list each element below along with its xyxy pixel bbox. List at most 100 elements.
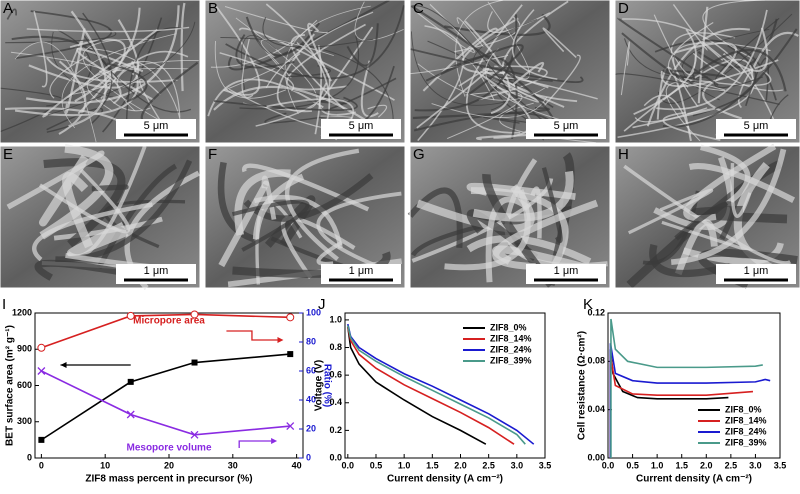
fiber	[662, 69, 726, 82]
fiber	[314, 45, 323, 135]
legend-label: ZIF8_0%	[490, 322, 527, 332]
x-tick-label: 0.5	[626, 460, 639, 470]
series-line	[609, 343, 771, 458]
panel-clip	[0, 0, 201, 144]
fiber	[39, 144, 114, 240]
fiber	[633, 28, 697, 115]
y-tick-label: 0.8	[329, 342, 342, 352]
fiber	[410, 48, 584, 84]
fiber	[6, 150, 105, 210]
sem-image: 5 μm C	[409, 0, 611, 144]
fiber	[100, 50, 189, 99]
panel-clip	[614, 145, 800, 289]
fiber	[14, 60, 139, 117]
fiber	[410, 54, 509, 75]
fiber	[541, 167, 563, 244]
fiber	[214, 96, 358, 112]
marker	[37, 367, 46, 375]
fiber	[431, 96, 548, 118]
fiber	[617, 69, 755, 138]
scale-label: 5 μm	[554, 120, 579, 132]
panel-letter: B	[208, 0, 218, 17]
scale-label: 5 μm	[349, 120, 374, 132]
arrow	[226, 330, 278, 341]
x-tick-label: 20	[164, 460, 174, 470]
scale-label: 5 μm	[144, 120, 169, 132]
y-axis-label: Voltage (V)	[314, 360, 325, 411]
panel-clip	[409, 145, 611, 289]
annotation: Micropore area	[133, 316, 205, 327]
x-tick-label: 1.5	[675, 460, 688, 470]
fiber	[542, 27, 577, 58]
legend-label: ZIF8_0%	[725, 404, 762, 414]
fiber	[502, 77, 598, 105]
fiber	[15, 10, 113, 60]
fiber	[674, 42, 738, 74]
fiber	[38, 168, 131, 234]
y-tick-label: 0.12	[587, 307, 605, 317]
fiber	[722, 27, 769, 72]
fiber	[543, 54, 581, 107]
scale-label: 1 μm	[144, 265, 169, 277]
fiber	[511, 9, 558, 80]
fiber	[219, 52, 294, 92]
x-tick-label: 3.5	[774, 460, 787, 470]
panel-letter: I	[2, 296, 6, 313]
y-tick-label: 600	[17, 380, 32, 390]
fiber	[425, 44, 524, 96]
x-tick-label: 1.5	[426, 460, 439, 470]
fiber	[674, 219, 718, 276]
y-axis-label: BET surface area (m² g⁻¹)	[5, 325, 16, 446]
panel-letter: J	[318, 296, 326, 313]
fiber	[0, 87, 65, 107]
fiber	[492, 245, 604, 277]
marker	[38, 436, 45, 443]
marker	[190, 310, 199, 319]
fiber	[623, 164, 792, 265]
fiber	[621, 32, 696, 84]
y-tick-label: 0	[27, 452, 32, 462]
arrow-head	[271, 438, 278, 444]
fiber	[28, 19, 140, 89]
marker	[287, 351, 294, 358]
y-tick-label: 0.4	[329, 397, 342, 407]
sem-image: 1 μm H	[614, 143, 800, 289]
fiber	[466, 182, 576, 200]
fiber	[697, 6, 709, 104]
y-tick-label: 300	[17, 416, 32, 426]
fiber	[108, 97, 151, 112]
fiber	[440, 55, 518, 140]
fiber	[33, 10, 48, 88]
fiber	[207, 78, 324, 117]
scale-label: 5 μm	[744, 120, 769, 132]
y-tick-label: 1200	[12, 307, 32, 317]
x-tick-label: 30	[228, 460, 238, 470]
fiber	[700, 144, 751, 206]
fiber	[628, 188, 714, 235]
scale-label: 1 μm	[349, 265, 374, 277]
fiber	[653, 156, 734, 231]
fiber	[316, 191, 402, 276]
fiber	[465, 4, 523, 134]
marker	[190, 430, 199, 439]
y2-tick-label: 40	[306, 394, 316, 404]
y2-axis-label: Ratio (%)	[321, 364, 332, 407]
fiber	[43, 158, 126, 248]
fiber	[307, 22, 332, 82]
panel-letter: H	[618, 146, 629, 163]
fiber	[643, 94, 692, 135]
y-axis-label: Cell resistance (Ω·cm²)	[577, 331, 588, 440]
y-tick-label: 0.0	[329, 452, 342, 462]
sem-image: 5 μm D	[614, 0, 800, 144]
x-tick-label: 10	[100, 460, 110, 470]
series-line	[347, 323, 535, 445]
x-tick-label: 2.5	[725, 460, 738, 470]
fiber	[444, 189, 531, 271]
fiber	[354, 1, 404, 41]
x-tick-label: 40	[292, 460, 302, 470]
fiber	[252, 173, 305, 240]
fiber	[67, 222, 129, 258]
fiber	[224, 5, 328, 34]
fiber	[702, 0, 765, 58]
